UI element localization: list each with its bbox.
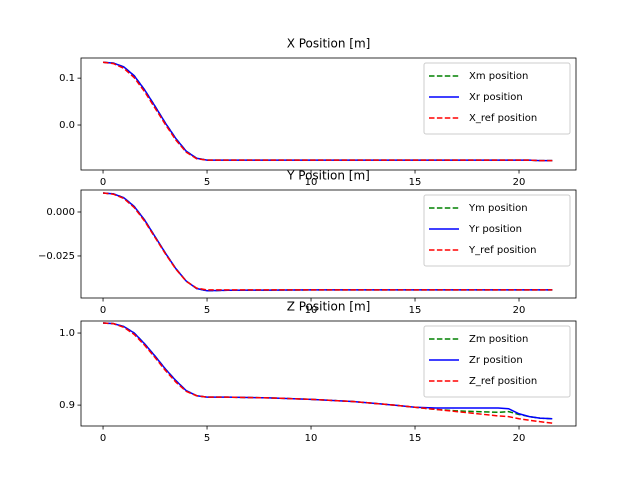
x-tick-label: 20 [513, 305, 526, 316]
legend-box [423, 325, 571, 398]
series-line [102, 61, 553, 162]
legend-label: Zm position [469, 334, 528, 345]
y-tick-label: 0.0 [59, 120, 75, 131]
chart-title: Y Position [m] [286, 169, 370, 183]
x-tick-label: 20 [513, 433, 526, 444]
y-tick-label: −0.025 [38, 251, 75, 262]
x-tick-label: 15 [409, 433, 422, 444]
axes-frame [80, 57, 577, 171]
legend-box [423, 194, 571, 267]
x-tick-label: 5 [204, 305, 210, 316]
axes-frame [80, 189, 577, 299]
chart-title: X Position [m] [287, 37, 371, 51]
x-tick-label: 10 [305, 305, 318, 316]
legend-label: Xr position [469, 92, 523, 103]
x-tick-label: 5 [204, 433, 210, 444]
legend-box [423, 62, 571, 135]
axes-frame [80, 320, 577, 427]
legend-label: X_ref position [469, 113, 537, 124]
x-tick-label: 15 [409, 305, 422, 316]
chart-title: Z Position [m] [287, 300, 371, 314]
legend-label: Y_ref position [468, 245, 536, 256]
legend-label: Zr position [469, 355, 523, 366]
series-line [102, 322, 553, 424]
legend-label: Ym position [468, 203, 528, 214]
x-tick-label: 5 [204, 177, 210, 188]
x-tick-label: 0 [100, 433, 106, 444]
y-tick-label: 0.1 [59, 73, 75, 84]
y-tick-label: 1.0 [59, 328, 75, 339]
x-tick-label: 15 [409, 177, 422, 188]
x-tick-label: 0 [100, 177, 106, 188]
y-tick-label: 0.9 [59, 400, 75, 411]
x-tick-label: 0 [100, 305, 106, 316]
y-tick-label: 0.000 [46, 207, 75, 218]
legend-label: Xm position [469, 71, 528, 82]
series-line [102, 192, 553, 291]
x-tick-label: 20 [513, 177, 526, 188]
x-tick-label: 10 [305, 177, 318, 188]
x-tick-label: 10 [305, 433, 318, 444]
legend-label: Z_ref position [469, 376, 537, 387]
legend-label: Yr position [468, 224, 522, 235]
